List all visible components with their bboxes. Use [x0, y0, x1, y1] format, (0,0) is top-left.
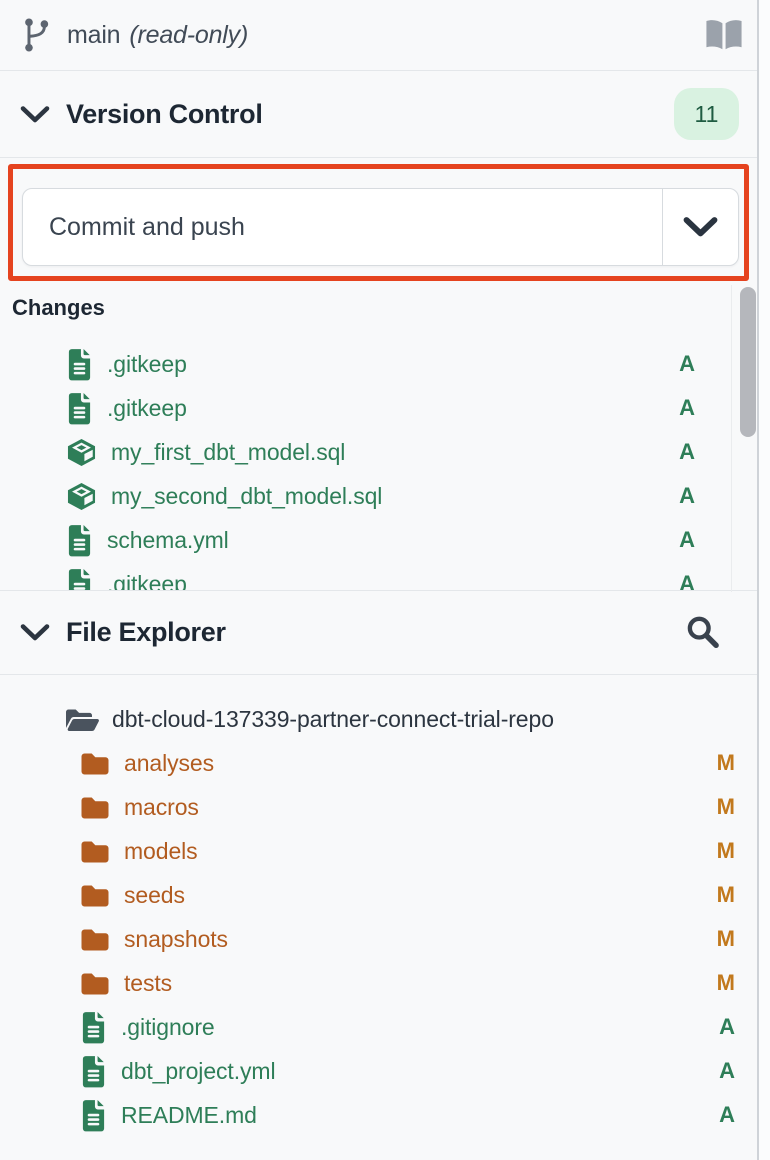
file-name: README.md: [121, 1101, 257, 1128]
file-row[interactable]: .gitkeep A: [0, 386, 731, 430]
file-explorer-section: File Explorer dbt-cloud-137339-partner-c…: [0, 590, 757, 1137]
docs-book-icon[interactable]: [703, 18, 745, 52]
chevron-down-icon[interactable]: [20, 105, 50, 124]
commit-split-button: Commit and push: [22, 188, 739, 266]
file-name: dbt_project.yml: [121, 1057, 276, 1084]
doc-icon: [80, 1099, 107, 1132]
status-badge: A: [679, 395, 695, 420]
file-row[interactable]: .gitignore A: [0, 1005, 757, 1049]
file-name: snapshots: [124, 925, 228, 952]
file-row[interactable]: snapshots M: [0, 917, 757, 961]
file-row[interactable]: my_second_dbt_model.sql A: [0, 474, 731, 518]
annotation-highlight-box: Commit and push: [8, 164, 749, 281]
file-row[interactable]: tests M: [0, 961, 757, 1005]
folder-icon: [80, 795, 110, 820]
search-icon[interactable]: [684, 614, 721, 651]
commit-and-push-button[interactable]: Commit and push: [23, 189, 662, 265]
version-control-title: Version Control: [66, 98, 263, 129]
file-name: my_first_dbt_model.sql: [111, 438, 346, 465]
status-badge: A: [679, 571, 695, 590]
changes-title: Changes: [12, 295, 105, 320]
folder-icon: [80, 927, 110, 952]
status-badge: A: [719, 1058, 735, 1083]
file-name: schema.yml: [107, 526, 229, 553]
file-tree: dbt-cloud-137339-partner-connect-trial-r…: [0, 675, 757, 1137]
file-name: seeds: [124, 881, 185, 908]
chevron-down-icon[interactable]: [20, 623, 50, 642]
status-badge: A: [719, 1102, 735, 1127]
version-control-header[interactable]: Version Control 11: [0, 71, 757, 158]
file-name: macros: [124, 793, 199, 820]
folder-open-icon: [64, 707, 100, 732]
doc-icon: [66, 392, 93, 425]
model-icon: [66, 438, 97, 467]
repo-name: dbt-cloud-137339-partner-connect-trial-r…: [112, 705, 554, 732]
folder-icon: [80, 751, 110, 776]
status-badge: M: [716, 750, 735, 775]
status-badge: A: [719, 1014, 735, 1039]
chevron-down-icon: [683, 216, 718, 238]
doc-icon: [66, 348, 93, 381]
file-name: .gitkeep: [107, 394, 187, 421]
status-badge: M: [716, 926, 735, 951]
changes-scrollbar-thumb[interactable]: [740, 287, 756, 437]
file-name: analyses: [124, 749, 214, 776]
status-badge: A: [679, 527, 695, 552]
folder-icon: [80, 883, 110, 908]
status-badge: M: [716, 794, 735, 819]
status-badge: M: [716, 838, 735, 863]
doc-icon: [80, 1055, 107, 1088]
file-row[interactable]: .gitkeep A: [0, 342, 731, 386]
doc-icon: [66, 568, 93, 590]
file-name: models: [124, 837, 198, 864]
status-badge: A: [679, 439, 695, 464]
commit-options-dropdown-button[interactable]: [662, 189, 738, 265]
file-name: tests: [124, 969, 173, 996]
file-name: my_second_dbt_model.sql: [111, 482, 383, 509]
changes-scrollbar-track: [731, 285, 758, 592]
file-row[interactable]: my_first_dbt_model.sql A: [0, 430, 731, 474]
file-explorer-title: File Explorer: [66, 617, 226, 647]
branch-bar: main (read-only): [0, 0, 757, 71]
file-row[interactable]: schema.yml A: [0, 518, 731, 562]
file-name: .gitignore: [121, 1013, 215, 1040]
git-branch-icon: [22, 16, 52, 54]
status-badge: A: [679, 483, 695, 508]
file-row[interactable]: .gitkeep A: [0, 562, 731, 590]
doc-icon: [80, 1011, 107, 1044]
doc-icon: [66, 524, 93, 557]
file-row[interactable]: analyses M: [0, 741, 757, 785]
changes-count-badge: 11: [674, 88, 739, 140]
file-row[interactable]: dbt_project.yml A: [0, 1049, 757, 1093]
file-name: .gitkeep: [107, 570, 187, 591]
branch-mode-label: (read-only): [129, 20, 249, 49]
file-row[interactable]: seeds M: [0, 873, 757, 917]
file-row[interactable]: README.md A: [0, 1093, 757, 1137]
file-name: .gitkeep: [107, 350, 187, 377]
commit-area: Commit and push: [0, 164, 757, 281]
file-explorer-header[interactable]: File Explorer: [0, 591, 757, 675]
status-badge: M: [716, 882, 735, 907]
repo-root-row[interactable]: dbt-cloud-137339-partner-connect-trial-r…: [0, 697, 757, 741]
file-row[interactable]: macros M: [0, 785, 757, 829]
model-icon: [66, 482, 97, 511]
branch-name[interactable]: main: [67, 20, 121, 49]
status-badge: M: [716, 970, 735, 995]
folder-icon: [80, 839, 110, 864]
status-badge: A: [679, 351, 695, 376]
folder-icon: [80, 971, 110, 996]
file-row[interactable]: models M: [0, 829, 757, 873]
